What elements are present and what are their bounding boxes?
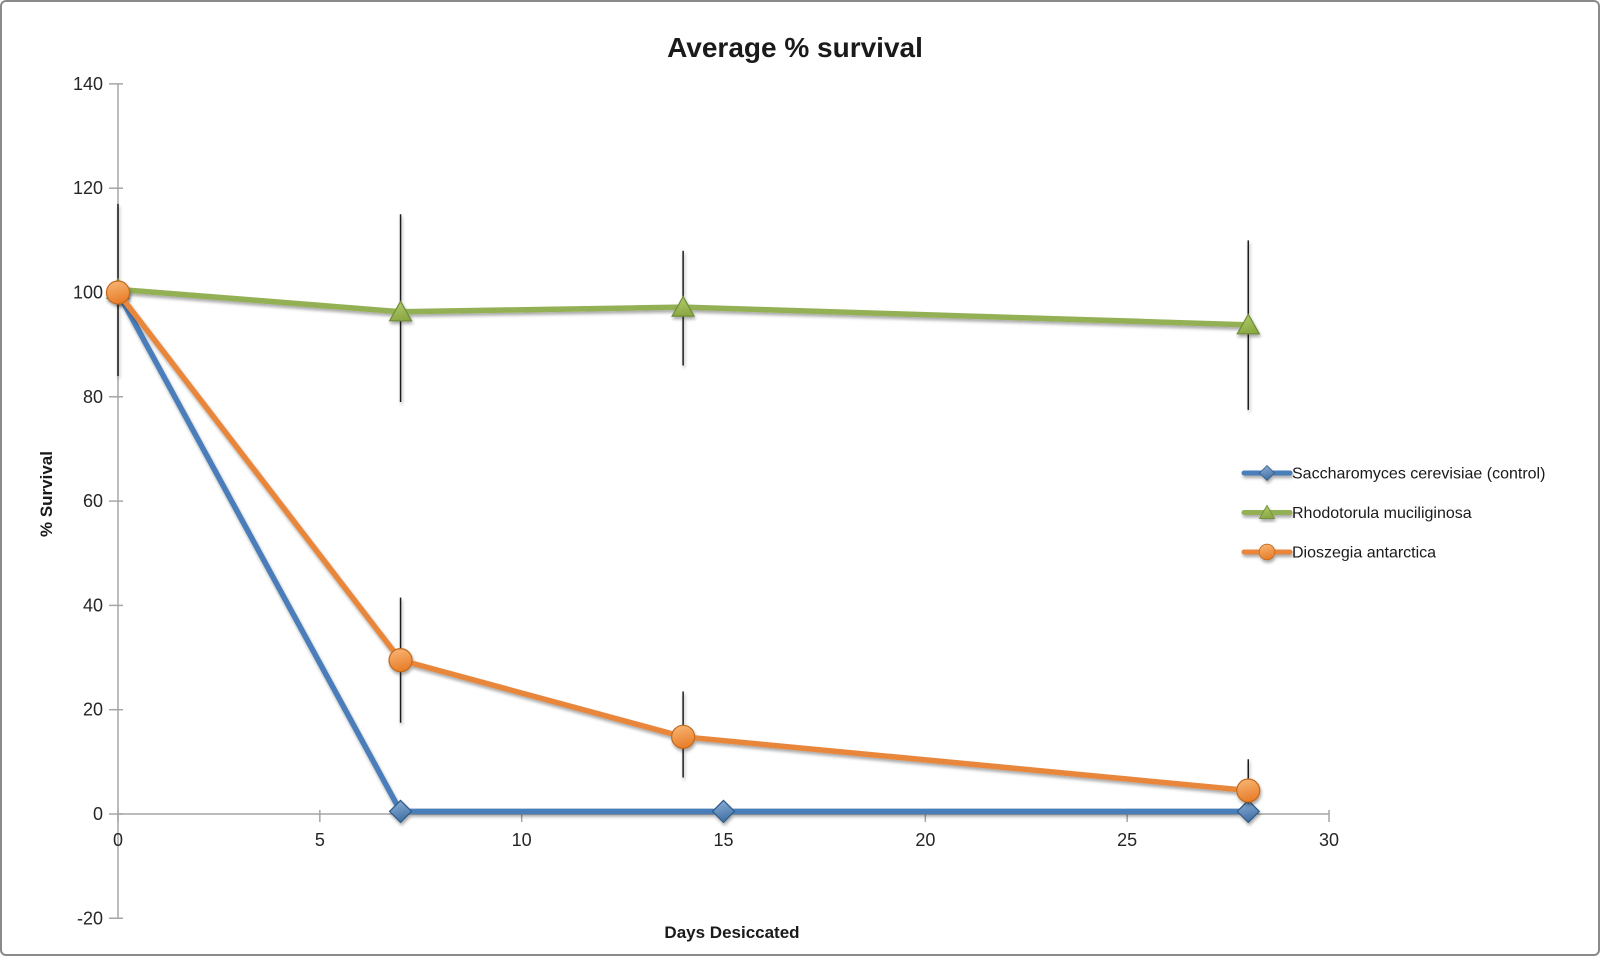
y-tick-label: 40 — [83, 595, 103, 615]
series-line — [115, 289, 1252, 794]
y-tick-label: 0 — [93, 804, 103, 824]
data-point-marker — [105, 280, 131, 305]
circle-icon — [1258, 543, 1276, 561]
data-point-marker — [671, 295, 696, 317]
data-point-marker — [1236, 778, 1261, 803]
chart-title: Average % survival — [667, 32, 923, 63]
legend-item-saccharomyces-cerevisiae-control — [1241, 464, 1293, 482]
x-tick-label: 5 — [315, 830, 325, 850]
x-tick-label: 20 — [915, 830, 935, 850]
legend-item-rhodotorula-muciliginosa — [1241, 504, 1293, 520]
y-axis-title: % Survival — [37, 451, 56, 537]
x-axis-title: Days Desiccated — [664, 923, 799, 942]
series-line — [115, 289, 1252, 815]
series-line — [115, 286, 1252, 328]
x-tick-label: 0 — [113, 830, 123, 850]
diamond-icon — [1258, 464, 1276, 482]
data-point-marker — [388, 300, 413, 322]
legend-label: Saccharomyces cerevisiae (control) — [1292, 466, 1545, 483]
data-point-marker — [1236, 313, 1261, 335]
y-tick-label: 60 — [83, 491, 103, 511]
series-rhodotorula-muciliginosa — [105, 203, 1261, 410]
y-tick-label: 100 — [73, 283, 103, 303]
plot-area — [105, 203, 1261, 824]
x-tick-label: 25 — [1117, 830, 1137, 850]
legend: Saccharomyces cerevisiae (control) Rhodot… — [1241, 464, 1545, 562]
x-tick-label: 30 — [1319, 830, 1339, 850]
y-tick-label: 20 — [83, 700, 103, 720]
axes: 140 120 100 80 60 40 20 0 -20 0 5 10 15 20 25 30 — [73, 74, 1339, 928]
legend-label: Dioszegia antarctica — [1292, 545, 1436, 562]
y-tick-label: -20 — [77, 908, 103, 928]
legend-label: Rhodotorula muciliginosa — [1292, 505, 1472, 522]
x-tick-label: 10 — [512, 830, 532, 850]
data-point-marker — [711, 799, 736, 824]
triangle-icon — [1258, 504, 1276, 520]
data-point-marker — [388, 799, 413, 824]
data-point-marker — [671, 724, 696, 749]
data-point-marker — [388, 648, 413, 673]
series-dioszegia-antarctica — [105, 280, 1261, 804]
data-point-marker — [1236, 799, 1261, 824]
legend-item-dioszegia-antarctica — [1241, 543, 1293, 561]
y-tick-label: 140 — [73, 74, 103, 94]
y-tick-label: 120 — [73, 178, 103, 198]
x-tick-label: 15 — [713, 830, 733, 850]
y-tick-label: 80 — [83, 387, 103, 407]
